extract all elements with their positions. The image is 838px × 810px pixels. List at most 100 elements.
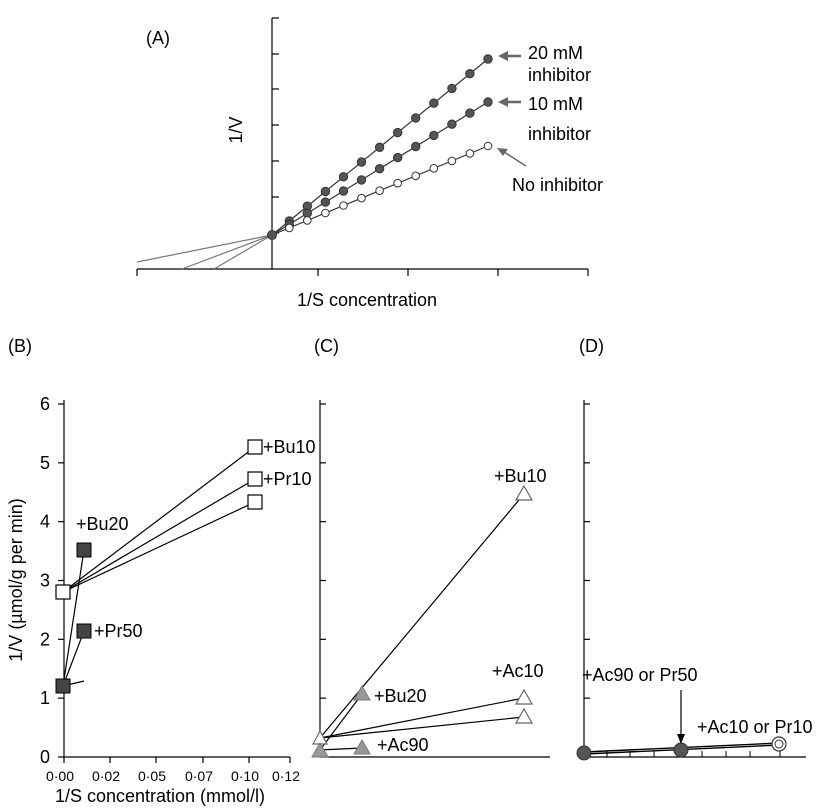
panel-b-y-tick-label: 1 <box>40 688 50 708</box>
marker-b-pr50 <box>76 623 92 639</box>
line-c-ac90 <box>319 747 363 751</box>
point-10mm <box>483 97 493 107</box>
marker-c-ac10 <box>514 688 534 705</box>
point-10mm <box>447 119 457 129</box>
point-no-inhibitor <box>393 178 403 188</box>
annotation-b-pr50: +Pr50 <box>94 621 143 641</box>
point-no-inhibitor <box>375 186 384 195</box>
panel-b-y-tick-label: 2 <box>40 629 50 649</box>
point-10mm <box>320 197 331 207</box>
panel-b-x-tick-label: 0·00 <box>46 768 74 784</box>
panel-c-y-ticks <box>320 403 326 758</box>
panel-b-label: (B) <box>8 336 32 356</box>
arrow-d-ac90 <box>677 690 685 744</box>
panel-b-y-tick-label: 3 <box>40 571 50 591</box>
line-b-pr50 <box>62 630 85 687</box>
panel-b-x-tick-label: 0·10 <box>231 768 259 784</box>
annotation-d-ac10-or-pr10: +Ac10 or Pr10 <box>697 717 813 737</box>
marker-b-filled-intercept <box>55 678 71 694</box>
point-20mm <box>320 186 331 197</box>
line-b-bu20 <box>62 549 85 687</box>
point-20mm <box>429 98 439 108</box>
annotation-c-bu10: +Bu10 <box>494 466 547 486</box>
series-label-20mm-line2: inhibitor <box>528 65 591 85</box>
extrapolation-10mm <box>181 234 273 270</box>
panel-b-x-ticks: 0·00 0·02 0·05 0·07 0·10 0·12 <box>46 757 300 784</box>
panel-b-y-tick-label: 5 <box>40 453 50 473</box>
point-10mm <box>429 130 439 141</box>
marker-c-ac90 <box>353 738 371 755</box>
panel-b-markers <box>55 439 263 694</box>
point-20mm <box>356 157 367 167</box>
extrapolation-no-inhibitor <box>136 234 273 263</box>
panel-b-x-tick-label: 0·07 <box>185 768 213 784</box>
extrapolation-20mm <box>213 234 273 270</box>
panel-a-y-axis-title: 1/V <box>226 116 246 143</box>
panel-a-y-ticks <box>272 17 279 234</box>
point-10mm <box>374 164 385 174</box>
panel-d-label: (D) <box>579 336 604 356</box>
panel-b-y-axis-title: 1/V (µmol/g per min) <box>6 498 26 661</box>
point-10mm <box>338 186 349 196</box>
panel-d-y-ticks <box>584 403 590 758</box>
panel-d-markers <box>576 736 787 761</box>
line-b-third <box>62 501 256 593</box>
point-20mm <box>447 83 457 94</box>
point-20mm <box>465 69 475 79</box>
point-no-inhibitor <box>411 171 421 181</box>
point-10mm <box>393 152 403 163</box>
panel-b-x-tick-label: 0·12 <box>272 768 300 784</box>
line-c-bu20 <box>319 693 363 751</box>
annotation-c-bu20: +Bu20 <box>374 686 427 706</box>
panel-c-markers <box>311 484 534 758</box>
line-c-ac10 <box>319 697 525 739</box>
point-20mm <box>393 127 403 138</box>
point-no-inhibitor <box>303 216 312 225</box>
panel-b: (B) 0 1 2 3 4 5 6 0·00 0·02 0·05 0·07 0·10 0·12 1/V… <box>6 336 316 806</box>
annotation-c-ac10: +Ac10 <box>492 661 544 681</box>
panel-d: (D) +Ac90 or Pr50 +Ac10 or Pr10 <box>576 336 813 761</box>
point-no-inhibitor <box>483 141 493 151</box>
point-no-inhibitor <box>465 149 475 158</box>
marker-d-intercept <box>576 745 592 761</box>
point-20mm <box>374 142 385 153</box>
point-20mm <box>411 113 421 123</box>
marker-b-bu10 <box>247 439 263 455</box>
panel-b-y-ticks: 0 1 2 3 4 5 6 <box>40 394 64 767</box>
panel-b-x-axis-title: 1/S concentration (mmol/l) <box>55 786 265 806</box>
point-common-intercept <box>267 230 277 240</box>
marker-b-third <box>247 494 263 510</box>
marker-b-bu20 <box>76 542 92 558</box>
panel-b-lines <box>62 446 256 687</box>
series-label-20mm-line1: 20 mM <box>528 43 583 63</box>
point-10mm <box>465 108 475 118</box>
marker-c-bu20 <box>353 684 371 701</box>
marker-c-filled-intercept <box>311 741 329 758</box>
point-10mm <box>411 141 421 152</box>
panel-c: (C) +Bu10 +Ac10 +Bu20 +Ac90 <box>311 336 550 758</box>
annotation-b-bu20: +Bu20 <box>76 514 129 534</box>
arrow-10mm <box>498 97 521 107</box>
point-no-inhibitor <box>357 193 366 203</box>
panel-a-x-ticks <box>136 269 589 276</box>
panel-b-y-tick-label: 4 <box>40 512 50 532</box>
line-c-third <box>319 716 525 739</box>
point-no-inhibitor <box>447 156 457 166</box>
arrow-no-inhibitor <box>497 148 527 167</box>
marker-c-third <box>514 707 534 724</box>
marker-b-pr10 <box>247 471 263 487</box>
panel-c-lines <box>319 493 525 751</box>
panel-b-y-tick-label: 0 <box>40 747 50 767</box>
series-label-10mm-line2: inhibitor <box>528 124 591 144</box>
series-label-10mm-line1: 10 mM <box>528 94 583 114</box>
panel-a: (A) 1/V 1/S concentration 20 mM inhibito… <box>136 17 603 310</box>
marker-c-bu10 <box>514 484 534 501</box>
point-no-inhibitor <box>339 201 348 210</box>
annotation-d-ac90-or-pr50: +Ac90 or Pr50 <box>582 665 698 685</box>
line-b-pr10 <box>62 478 256 593</box>
point-no-inhibitor <box>429 164 439 173</box>
point-20mm <box>483 54 493 64</box>
panel-a-series <box>136 54 493 270</box>
panel-b-x-tick-label: 0·05 <box>138 768 166 784</box>
